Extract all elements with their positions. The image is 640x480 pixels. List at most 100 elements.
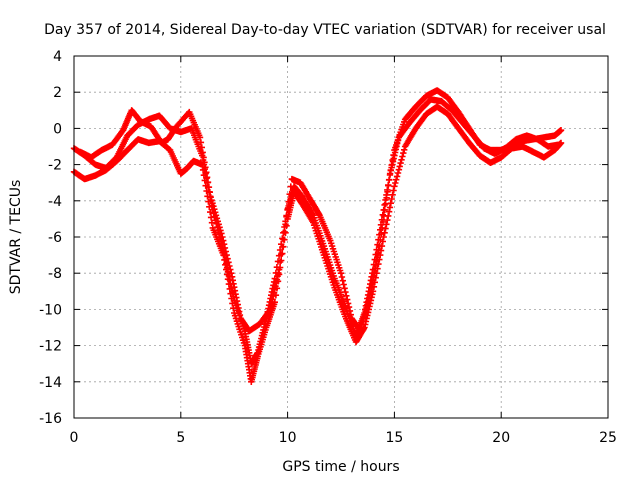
data-point (199, 149, 206, 156)
y-tick-label: -2 (48, 158, 62, 174)
data-point (398, 156, 405, 163)
data-point (341, 285, 348, 292)
data-point (287, 183, 294, 190)
data-point (360, 314, 367, 321)
data-point (400, 149, 407, 157)
data-point (339, 277, 346, 284)
data-point (380, 212, 388, 220)
data-point (366, 291, 374, 298)
y-tick-labels: -16 -14 -12 -10 -8 -6 -4 -2 0 2 4 (39, 49, 62, 427)
data-point (401, 146, 408, 153)
x-tick-label: 5 (176, 430, 185, 446)
series-3 (77, 96, 563, 335)
y-tick-label: -16 (39, 411, 62, 427)
data-point (224, 255, 231, 262)
data-point (229, 300, 236, 307)
series-1 (70, 87, 565, 367)
data-point (223, 271, 231, 278)
data-point (217, 227, 224, 234)
data-point (387, 167, 394, 174)
data-point (196, 134, 204, 141)
data-point (198, 144, 205, 151)
x-tick-labels: 0 5 10 15 20 25 (70, 430, 617, 446)
data-point (379, 211, 386, 218)
chart-title: Day 357 of 2014, Sidereal Day-to-day VTE… (44, 22, 606, 38)
data-point (362, 308, 369, 315)
data-point (383, 221, 390, 228)
data-point (211, 206, 218, 213)
x-axis-label: GPS time / hours (282, 459, 399, 475)
data-point (397, 159, 404, 167)
data-point (555, 141, 563, 148)
data-point (365, 294, 373, 302)
data-point (221, 244, 229, 252)
data-point (266, 307, 273, 314)
data-point (223, 251, 230, 259)
data-point (208, 219, 216, 226)
grid-lines (74, 56, 608, 418)
data-point (204, 179, 212, 186)
x-tick-label: 25 (599, 430, 617, 446)
data-point (379, 218, 387, 226)
data-point (281, 228, 288, 236)
data-point (209, 200, 216, 207)
data-point (358, 321, 366, 328)
data-point (227, 266, 234, 273)
y-tick-label: -4 (48, 194, 62, 210)
data-point (394, 169, 402, 177)
y-tick-label: 4 (53, 49, 62, 65)
data-point (202, 164, 209, 171)
data-point (399, 153, 406, 160)
y-tick-label: 2 (53, 85, 62, 101)
data-point (395, 166, 403, 173)
series-2 (70, 103, 565, 385)
data-point (224, 276, 232, 283)
data-point (220, 237, 227, 244)
data-point (215, 221, 222, 228)
plot-frame (73, 55, 609, 419)
data-point (283, 213, 290, 220)
data-point (221, 256, 228, 264)
data-point (286, 191, 293, 198)
data-point (285, 198, 292, 205)
data-point (391, 183, 398, 190)
data-point (212, 212, 220, 219)
x-tick-label: 0 (70, 430, 79, 446)
data-point (385, 182, 392, 189)
data-point (346, 307, 354, 315)
data-point (365, 298, 372, 305)
data-point (200, 154, 207, 161)
x-tick-label: 15 (385, 430, 403, 446)
x-tick-label: 10 (279, 430, 297, 446)
data-point (342, 288, 349, 296)
data-point (378, 224, 386, 232)
data-point (392, 179, 399, 187)
data-point (359, 318, 367, 325)
data-point (275, 266, 283, 273)
data-point (204, 193, 211, 200)
data-point (282, 229, 289, 236)
data-point (279, 243, 286, 251)
data-point (222, 248, 229, 255)
y-tick-label: -6 (48, 230, 62, 246)
data-point (279, 250, 286, 257)
data-point (284, 206, 291, 213)
data-point (557, 127, 565, 134)
data-point (216, 224, 223, 231)
data-point (278, 251, 285, 258)
data-point (343, 292, 350, 299)
data-point (201, 159, 208, 166)
y-tick-label: -10 (39, 302, 62, 318)
data-point (386, 204, 394, 211)
data-point (384, 216, 391, 224)
data-point (337, 270, 345, 277)
data-point (357, 327, 364, 335)
data-point (388, 195, 395, 203)
data-point (340, 281, 347, 288)
y-tick-label: -14 (39, 375, 62, 391)
y-tick-label: -12 (39, 339, 62, 355)
data-point (213, 215, 221, 222)
data-point (393, 173, 401, 180)
data-point (345, 303, 353, 311)
